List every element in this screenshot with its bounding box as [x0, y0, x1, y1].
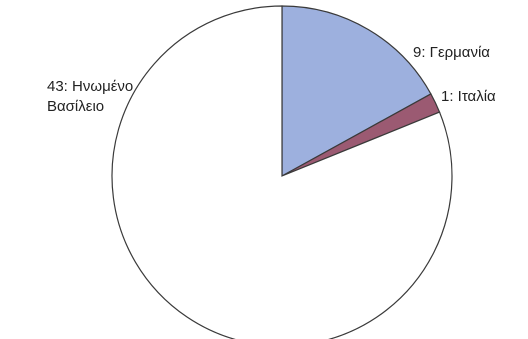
pie-slice-2	[111, 5, 453, 339]
pie-slices	[111, 5, 453, 339]
pie-labels: 9: Γερμανία 1: Ιταλία 43: Ηνωμένο Βασίλειο	[47, 44, 496, 115]
pie-label-1: 1: Ιταλία	[441, 88, 496, 105]
pie-slice-0	[281, 5, 432, 178]
pie-label-2: 43: Ηνωμένο Βασίλειο	[47, 78, 133, 115]
pie-label-0: 9: Γερμανία	[413, 44, 490, 61]
